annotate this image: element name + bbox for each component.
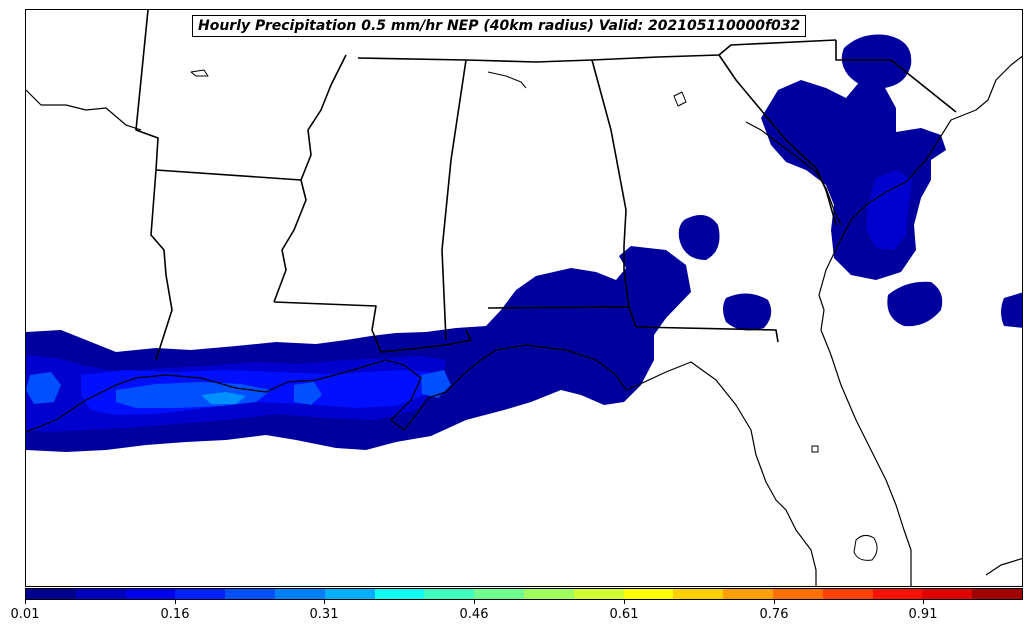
- map-title: Hourly Precipitation 0.5 mm/hr NEP (40km…: [192, 15, 807, 37]
- colorbar-cell: [772, 589, 823, 599]
- coastline-sc: [745, 121, 842, 226]
- colorbar-cell: [125, 589, 176, 599]
- state-border-ga-sc: [718, 54, 837, 226]
- colorbar-cell: [573, 589, 624, 599]
- lake-small-1: [190, 69, 209, 77]
- coastline-atlantic: [818, 55, 1022, 586]
- lake-ms: [487, 71, 527, 89]
- colorbar-cell: [922, 589, 973, 599]
- precipitation-field: [26, 34, 1022, 452]
- colorbar-cell: [872, 589, 923, 599]
- state-border-ar-la: [155, 169, 302, 181]
- colorbar-cell: [623, 589, 674, 599]
- precip-level2-sc: [866, 170, 912, 250]
- colorbar-tick: [624, 600, 625, 604]
- precip-level5-gulf: [201, 392, 246, 404]
- state-border-la-south: [273, 301, 472, 353]
- state-border-fl-al: [487, 306, 779, 343]
- colorbar-tick: [474, 600, 475, 604]
- precip-level4-mid: [294, 382, 322, 405]
- lake-small-2: [673, 91, 687, 107]
- colorbar-cell: [972, 589, 1022, 599]
- lake-small-3: [811, 445, 819, 453]
- colorbar-cell: [374, 589, 425, 599]
- colorbar-cell: [723, 589, 773, 599]
- colorbar-tick-label: 0.16: [160, 607, 190, 622]
- precip-band-georgia-b: [723, 293, 772, 331]
- precipitation-map: [26, 10, 1022, 586]
- precip-band-carolinas: [761, 80, 946, 280]
- state-border-ms-river: [273, 54, 347, 303]
- colorbar-tick-label: 0.91: [908, 607, 938, 622]
- coastline-bay-north: [26, 89, 142, 131]
- colorbar-tick: [923, 600, 924, 604]
- colorbar-cell: [75, 589, 126, 599]
- state-border-nc-sc: [835, 40, 957, 113]
- colorbar-ticks: 0.01 0.16 0.31 0.46 0.61 0.76 0.91: [0, 600, 1033, 633]
- colorbar-cell: [523, 589, 574, 599]
- colorbar-tick-label: 0.76: [759, 607, 789, 622]
- state-border-ar-west: [150, 169, 173, 361]
- colorbar-cell: [225, 589, 275, 599]
- colorbar-cell: [822, 589, 873, 599]
- precip-level4-west: [26, 372, 61, 404]
- map-panel[interactable]: Hourly Precipitation 0.5 mm/hr NEP (40km…: [25, 9, 1023, 587]
- precip-band-east-edge: [1001, 292, 1022, 328]
- state-border-ok-tx: [135, 10, 159, 171]
- map-lines: [26, 10, 1022, 586]
- colorbar-cell: [424, 589, 475, 599]
- precip-band-atlantic: [887, 281, 943, 327]
- colorbar-tick: [774, 600, 775, 604]
- colorbar-cell: [474, 589, 524, 599]
- colorbar-tick: [324, 600, 325, 604]
- precip-level4-la: [421, 370, 451, 398]
- state-border-al-ga: [591, 59, 630, 308]
- colorbar-cell: [26, 589, 76, 599]
- colorbar-tick-label: 0.46: [459, 607, 489, 622]
- colorbar-tick: [25, 600, 26, 604]
- lake-okeechobee: [853, 534, 878, 561]
- coastline-lower-right: [985, 557, 1022, 576]
- colorbar-cell: [175, 589, 226, 599]
- colorbar-tick-label: 0.31: [309, 607, 339, 622]
- precip-band-georgia-a: [678, 215, 720, 260]
- colorbar-cell: [324, 589, 375, 599]
- coastline-gulf: [26, 344, 817, 586]
- precip-band-nc-top: [841, 34, 912, 89]
- colorbar-tick-label: 0.61: [609, 607, 639, 622]
- colorbar-cell: [673, 589, 724, 599]
- colorbar-cell: [274, 589, 325, 599]
- state-border-ms-al: [441, 59, 467, 341]
- colorbar-tick: [175, 600, 176, 604]
- colorbar-tick-label: 0.01: [10, 607, 40, 622]
- colorbar: [25, 588, 1023, 600]
- state-border-tn-south: [357, 39, 837, 63]
